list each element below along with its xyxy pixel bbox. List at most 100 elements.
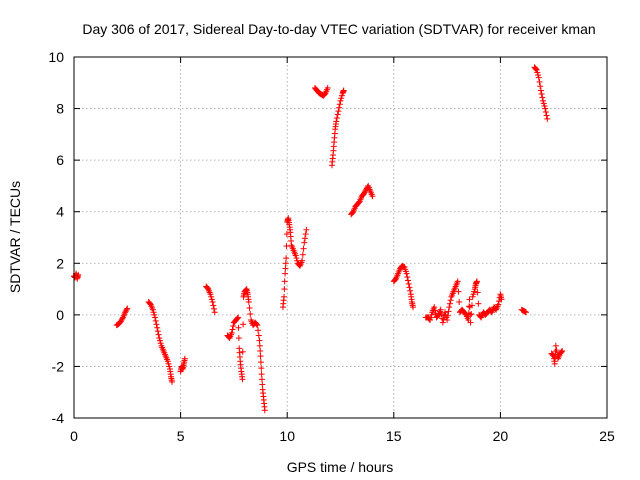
data-point: [256, 342, 263, 349]
y-tick-label: -4: [52, 410, 65, 426]
data-point: [349, 209, 356, 216]
data-point: [409, 304, 416, 311]
data-point: [300, 245, 307, 252]
data-point: [211, 305, 218, 312]
data-point: [259, 381, 266, 388]
data-point: [282, 265, 289, 272]
data-point: [558, 348, 565, 355]
data-point: [537, 87, 544, 94]
data-point: [455, 288, 462, 295]
data-point: [337, 97, 344, 104]
data-point: [157, 340, 164, 347]
data-point: [242, 286, 249, 293]
data-point: [434, 312, 441, 319]
data-point: [303, 226, 310, 233]
data-point: [427, 314, 434, 321]
data-point: [261, 407, 268, 414]
y-axis-label: SDTVAR / TECUs: [7, 181, 23, 293]
x-tick-label: 20: [493, 428, 509, 444]
data-point: [302, 231, 309, 238]
data-point: [207, 291, 214, 298]
data-point: [239, 376, 246, 383]
data-point: [154, 328, 161, 335]
data-point: [281, 286, 288, 293]
data-point: [123, 306, 130, 313]
plot-frame: [73, 56, 608, 419]
axis-tick-labels: 0 5 10 15 20 25 -4 -2 0 2 4 6 8 10: [48, 49, 615, 444]
data-point: [247, 310, 254, 317]
data-point: [552, 342, 559, 349]
data-point: [466, 296, 473, 303]
data-point: [255, 327, 262, 334]
data-point: [258, 376, 265, 383]
data-point: [154, 324, 161, 331]
data-point: [335, 108, 342, 115]
data-point: [336, 104, 343, 111]
data-point: [466, 303, 473, 310]
y-tick-label: 2: [56, 255, 64, 271]
data-point: [156, 335, 163, 342]
data-point: [324, 84, 331, 91]
data-point: [427, 317, 434, 324]
grid: [74, 57, 607, 418]
data-point: [392, 276, 399, 283]
data-point: [169, 378, 176, 385]
x-axis-label: GPS time / hours: [287, 459, 394, 475]
data-point: [256, 337, 263, 344]
data-point: [156, 337, 163, 344]
data-point: [474, 289, 481, 296]
data-point: [437, 306, 444, 313]
data-point: [124, 305, 131, 312]
data-point: [439, 319, 446, 326]
data-point: [208, 296, 215, 303]
data-point: [559, 347, 566, 354]
y-tick-label: 0: [56, 307, 64, 323]
data-point: [404, 274, 411, 281]
data-point: [321, 90, 328, 97]
data-point: [281, 278, 288, 285]
data-point: [301, 235, 308, 242]
data-point: [118, 317, 125, 324]
data-point: [155, 331, 162, 338]
y-tick-label: 10: [48, 49, 64, 65]
x-tick-label: 0: [70, 428, 78, 444]
data-point: [117, 318, 124, 325]
data-point: [538, 90, 545, 97]
data-point: [532, 66, 539, 73]
data-point: [444, 312, 451, 319]
data-point: [539, 94, 546, 101]
data-point: [228, 329, 235, 336]
y-tick-label: -2: [52, 358, 65, 374]
data-point: [533, 66, 540, 73]
data-point: [150, 309, 157, 316]
y-tick-label: 8: [56, 101, 64, 117]
data-point: [234, 315, 241, 322]
data-point: [454, 278, 461, 285]
data-point: [405, 277, 412, 284]
data-point: [333, 118, 340, 125]
x-tick-label: 5: [177, 428, 185, 444]
data-point: [536, 78, 543, 85]
data-point: [283, 231, 290, 238]
data-point: [495, 301, 502, 308]
data-point: [535, 72, 542, 79]
data-point: [540, 97, 547, 104]
data-points: [71, 64, 566, 414]
data-point: [551, 360, 558, 367]
data-point: [467, 311, 474, 318]
x-tick-label: 25: [599, 428, 615, 444]
data-point: [255, 332, 262, 339]
data-point: [283, 255, 290, 262]
data-point: [541, 102, 548, 109]
data-point: [475, 300, 482, 307]
data-point: [147, 300, 154, 307]
data-point: [462, 310, 469, 317]
data-point: [336, 101, 343, 108]
data-point: [405, 280, 412, 287]
data-point: [338, 92, 345, 99]
data-point: [165, 360, 172, 367]
data-point: [361, 189, 368, 196]
data-point: [211, 309, 218, 316]
data-point: [369, 193, 376, 200]
